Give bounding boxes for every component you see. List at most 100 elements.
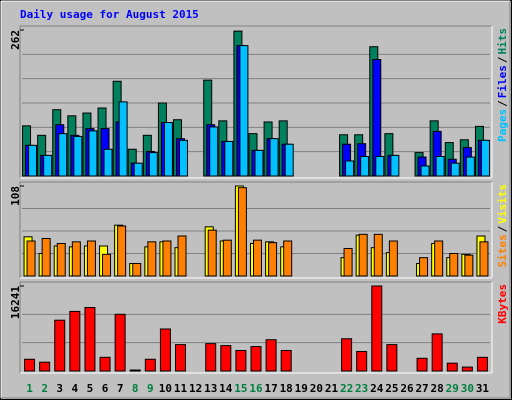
x-tick-label: 10	[159, 382, 172, 395]
legend-separator: /	[496, 100, 509, 107]
bar	[446, 362, 458, 372]
legend: Sites /Visits	[496, 184, 509, 268]
bar	[343, 248, 353, 277]
bar	[209, 126, 219, 177]
bar	[132, 263, 142, 277]
x-tick-label: 16	[249, 382, 263, 395]
legend: KBytes	[496, 284, 509, 324]
bar	[177, 235, 187, 277]
bar	[129, 369, 141, 372]
bar	[358, 233, 368, 277]
x-tick-label: 15	[234, 382, 247, 395]
bar	[54, 319, 66, 372]
bar	[345, 160, 355, 177]
legend-separator: /	[496, 225, 509, 232]
bar	[99, 356, 111, 372]
bar	[207, 229, 217, 277]
bar	[175, 344, 187, 372]
x-tick-label: 6	[102, 382, 109, 395]
x-tick-label: 31	[476, 382, 490, 395]
bar	[356, 350, 368, 372]
bar	[71, 241, 81, 277]
bar	[88, 130, 98, 177]
bar	[179, 139, 189, 177]
bar	[162, 240, 172, 277]
x-tick-label: 18	[280, 382, 293, 395]
bar	[371, 285, 383, 372]
bar	[43, 154, 53, 177]
x-tick-label: 28	[431, 382, 444, 395]
bar	[283, 240, 293, 277]
legend-entry: Visits	[496, 184, 509, 224]
bar	[56, 243, 66, 277]
bar	[434, 240, 444, 277]
legend-entry: Sites	[496, 234, 509, 267]
x-tick-label: 14	[219, 382, 233, 395]
x-tick-label: 30	[461, 382, 474, 395]
y-tick-label: 262	[9, 30, 22, 50]
bar	[375, 155, 385, 177]
bar	[118, 101, 128, 177]
bar	[239, 45, 249, 177]
bar	[479, 241, 489, 277]
bar	[464, 254, 474, 277]
x-tick-label: 22	[340, 382, 353, 395]
x-tick-label: 4	[72, 382, 79, 395]
bar	[386, 344, 398, 372]
bar	[147, 241, 157, 277]
bar	[222, 239, 232, 277]
x-tick-label: 8	[132, 382, 139, 395]
x-tick-label: 29	[446, 382, 459, 395]
bar	[465, 156, 475, 177]
bar	[373, 233, 383, 277]
legend: Pages/Files/Hits	[496, 28, 509, 142]
bar	[268, 242, 278, 277]
bar	[159, 328, 171, 372]
bar	[205, 343, 217, 372]
x-tick-label: 2	[41, 382, 48, 395]
bar	[461, 366, 473, 372]
x-tick-label: 1	[26, 382, 33, 395]
x-tick-label: 21	[325, 382, 339, 395]
legend-entry: Files	[496, 65, 509, 98]
bar	[73, 135, 83, 177]
bar	[265, 339, 277, 372]
bar	[114, 313, 126, 372]
legend-separator: /	[496, 56, 509, 63]
bar	[480, 139, 490, 177]
bar	[144, 358, 156, 372]
bar	[280, 349, 292, 372]
bar	[416, 357, 428, 372]
x-tick-label: 27	[415, 382, 428, 395]
bar	[253, 239, 262, 277]
chart-title: Daily usage for August 2015	[20, 8, 199, 21]
bar	[250, 346, 262, 372]
bar	[435, 155, 445, 177]
bar	[450, 162, 460, 177]
legend-entry: Hits	[496, 28, 509, 55]
x-tick-label: 26	[400, 382, 414, 395]
bar	[420, 165, 430, 177]
x-tick-label: 11	[174, 382, 188, 395]
x-tick-label: 3	[56, 382, 63, 395]
bar	[235, 349, 247, 372]
bar	[24, 358, 36, 372]
bar	[28, 144, 38, 177]
legend-entry: KBytes	[496, 284, 509, 324]
x-tick-label: 20	[310, 382, 323, 395]
x-tick-label: 25	[385, 382, 398, 395]
bar	[390, 154, 400, 177]
bar	[69, 310, 81, 372]
x-tick-label: 19	[295, 382, 308, 395]
x-tick-label: 24	[370, 382, 384, 395]
bar	[133, 162, 143, 177]
x-tick-label: 9	[147, 382, 154, 395]
bar	[84, 306, 96, 372]
x-tick-label: 5	[87, 382, 94, 395]
bar	[39, 361, 51, 372]
y-tick-label: 108	[9, 186, 22, 206]
bar	[58, 133, 68, 177]
bar	[26, 240, 36, 277]
bar	[341, 338, 353, 372]
